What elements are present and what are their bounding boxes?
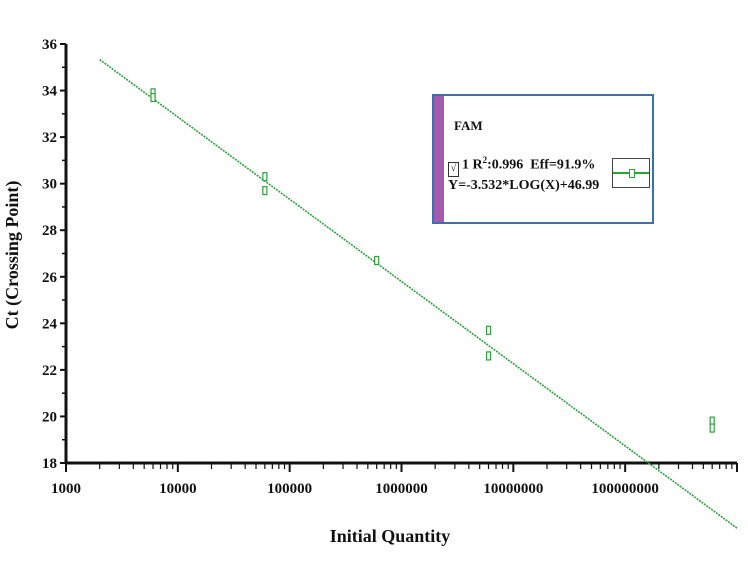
x-tick-label: 1000 bbox=[51, 481, 81, 497]
x-tick-label: 1000000 bbox=[375, 481, 428, 497]
x-tick-label: 10000 bbox=[159, 481, 197, 497]
legend-stats: √ 1 R2:0.996 Eff=91.9% bbox=[448, 155, 595, 177]
data-point bbox=[262, 172, 268, 182]
legend-r2-sup: 2 bbox=[482, 155, 488, 165]
legend-color-bar bbox=[434, 96, 444, 222]
y-tick-label: 36 bbox=[42, 37, 58, 53]
y-tick-label: 26 bbox=[42, 270, 58, 286]
x-tick-label: 10000000 bbox=[483, 481, 543, 497]
data-point bbox=[709, 423, 715, 433]
data-point bbox=[262, 186, 268, 196]
legend-title: FAM bbox=[454, 118, 483, 133]
legend-r2-prefix: 1 R bbox=[462, 157, 483, 173]
legend-swatch bbox=[612, 158, 650, 188]
y-tick-label: 22 bbox=[42, 363, 57, 379]
axes bbox=[60, 43, 738, 472]
data-point bbox=[485, 351, 492, 361]
y-tick-label: 20 bbox=[42, 409, 57, 425]
y-tick-label: 30 bbox=[42, 177, 57, 193]
y-tick-label: 32 bbox=[42, 130, 57, 146]
legend-efficiency: Eff=91.9% bbox=[530, 157, 596, 173]
tick-labels: 18 20 22 24 26 28 30 32 34 36 1000 10000 100000 10000… bbox=[42, 37, 659, 497]
legend-r2-value: :0.996 bbox=[487, 157, 524, 173]
legend-swatch-marker bbox=[629, 169, 635, 178]
y-axis-title: Ct (Crossing Point) bbox=[2, 181, 23, 330]
data-point bbox=[485, 325, 492, 335]
checkbox-icon[interactable]: √ bbox=[448, 161, 459, 177]
data-point bbox=[150, 92, 156, 103]
y-tick-label: 28 bbox=[42, 223, 57, 239]
legend-equation: Y=-3.532*LOG(X)+46.99 bbox=[448, 178, 600, 193]
x-axis-title: Initial Quantity bbox=[330, 526, 451, 546]
x-tick-label: 100000 bbox=[267, 481, 312, 497]
x-tick-label: 100000000 bbox=[591, 481, 659, 497]
y-tick-label: 24 bbox=[42, 316, 58, 332]
data-points bbox=[150, 88, 715, 433]
data-point bbox=[374, 255, 380, 266]
y-tick-label: 18 bbox=[42, 456, 57, 472]
y-tick-label: 34 bbox=[42, 84, 58, 100]
legend: FAM √ 1 R2:0.996 Eff=91.9% Y=-3.532*LOG(X… bbox=[432, 94, 654, 224]
